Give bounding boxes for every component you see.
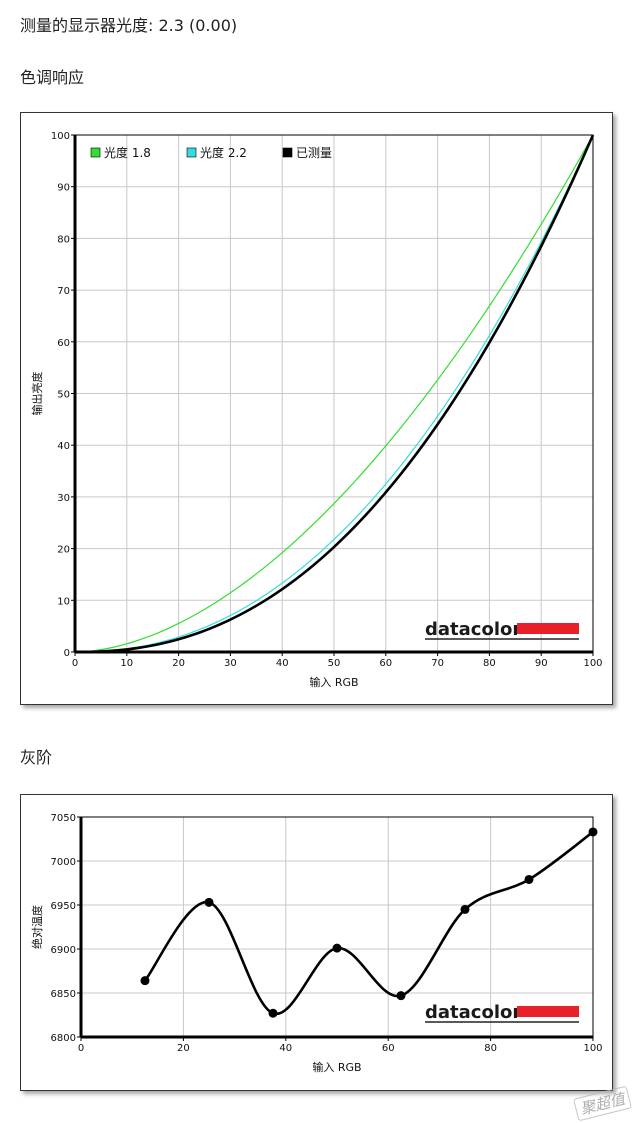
y-tick-label: 7050 <box>51 813 76 824</box>
legend-swatch <box>90 147 101 158</box>
grayscale-chart: 0 20 40 60 80 100 6800 6850 6900 6950 7000 7050 输入 R… <box>30 813 603 1074</box>
x-tick-label: 60 <box>379 658 392 669</box>
datacolor-logo-text: datacolor <box>425 619 521 640</box>
x-tick-label: 70 <box>431 658 444 669</box>
y-tick-label: 6950 <box>51 901 76 912</box>
tone-response-chart: 0 10 20 30 40 50 60 70 80 90 100 0 10 20 30 40 50 60 70 80 9… <box>30 131 603 689</box>
y-tick-label: 6800 <box>51 1033 76 1044</box>
x-tick-label: 0 <box>72 658 78 669</box>
x-axis-label: 输入 RGB <box>312 1060 361 1074</box>
x-tick-label: 20 <box>177 1043 190 1054</box>
series-line <box>74 134 595 654</box>
x-tick-label: 0 <box>78 1043 84 1054</box>
data-point <box>460 904 470 914</box>
datacolor-logo-bar <box>517 623 579 634</box>
y-tick-label: 70 <box>57 286 70 297</box>
y-tick-label: 50 <box>57 390 70 401</box>
x-tick-label: 30 <box>224 658 237 669</box>
x-tick-label: 90 <box>535 658 548 669</box>
y-tick-label: 0 <box>64 648 70 659</box>
x-tick-label: 80 <box>483 658 496 669</box>
x-tick-label: 60 <box>382 1043 395 1054</box>
y-tick-label: 30 <box>57 493 70 504</box>
y-tick-label: 40 <box>57 441 70 452</box>
x-axis-label: 输入 RGB <box>309 675 358 689</box>
data-point <box>204 897 214 907</box>
legend-label: 光度 1.8 <box>104 145 151 160</box>
data-point <box>396 991 406 1001</box>
y-tick-label: 20 <box>57 545 70 556</box>
tone-response-chart-panel: 0 10 20 30 40 50 60 70 80 90 100 0 10 20 30 40 50 60 70 80 9… <box>20 112 613 705</box>
y-tick-label: 6850 <box>51 989 76 1000</box>
data-point <box>140 976 150 986</box>
legend-swatch <box>186 147 197 158</box>
grayscale-heading: 灰阶 <box>20 748 53 767</box>
x-tick-label: 100 <box>583 1043 602 1054</box>
gamma-measured-heading: 测量的显示器光度: 2.3 (0.00) <box>20 16 238 35</box>
datacolor-logo-text: datacolor <box>425 1002 521 1023</box>
y-axis-label: 绝对温度 <box>30 905 44 949</box>
datacolor-logo-bar <box>517 1006 579 1017</box>
x-tick-label: 80 <box>484 1043 497 1054</box>
y-tick-label: 100 <box>51 131 70 142</box>
legend-swatch <box>282 147 293 158</box>
x-tick-label: 100 <box>583 658 602 669</box>
series-line <box>74 134 594 653</box>
series-line <box>74 134 594 653</box>
y-tick-label: 80 <box>57 234 70 245</box>
data-point <box>524 874 534 884</box>
y-tick-label: 6900 <box>51 945 76 956</box>
x-tick-label: 50 <box>328 658 341 669</box>
x-tick-label: 40 <box>279 1043 292 1054</box>
data-point <box>588 827 598 837</box>
y-tick-label: 7000 <box>51 857 76 868</box>
tone-response-heading: 色调响应 <box>20 68 85 87</box>
x-tick-label: 10 <box>120 658 133 669</box>
series-line <box>143 830 594 1015</box>
legend-label: 已测量 <box>296 146 332 160</box>
grid-lines <box>74 134 594 653</box>
legend-label: 光度 2.2 <box>200 145 247 160</box>
data-point <box>332 943 342 953</box>
grayscale-chart-panel: 0 20 40 60 80 100 6800 6850 6900 6950 7000 7050 输入 R… <box>20 794 613 1091</box>
y-tick-label: 10 <box>57 596 70 607</box>
x-tick-label: 20 <box>172 658 185 669</box>
y-tick-label: 90 <box>57 183 70 194</box>
y-axis-label: 输出亮度 <box>30 372 44 416</box>
x-tick-label: 40 <box>276 658 289 669</box>
y-tick-label: 60 <box>57 338 70 349</box>
data-point <box>268 1008 278 1018</box>
